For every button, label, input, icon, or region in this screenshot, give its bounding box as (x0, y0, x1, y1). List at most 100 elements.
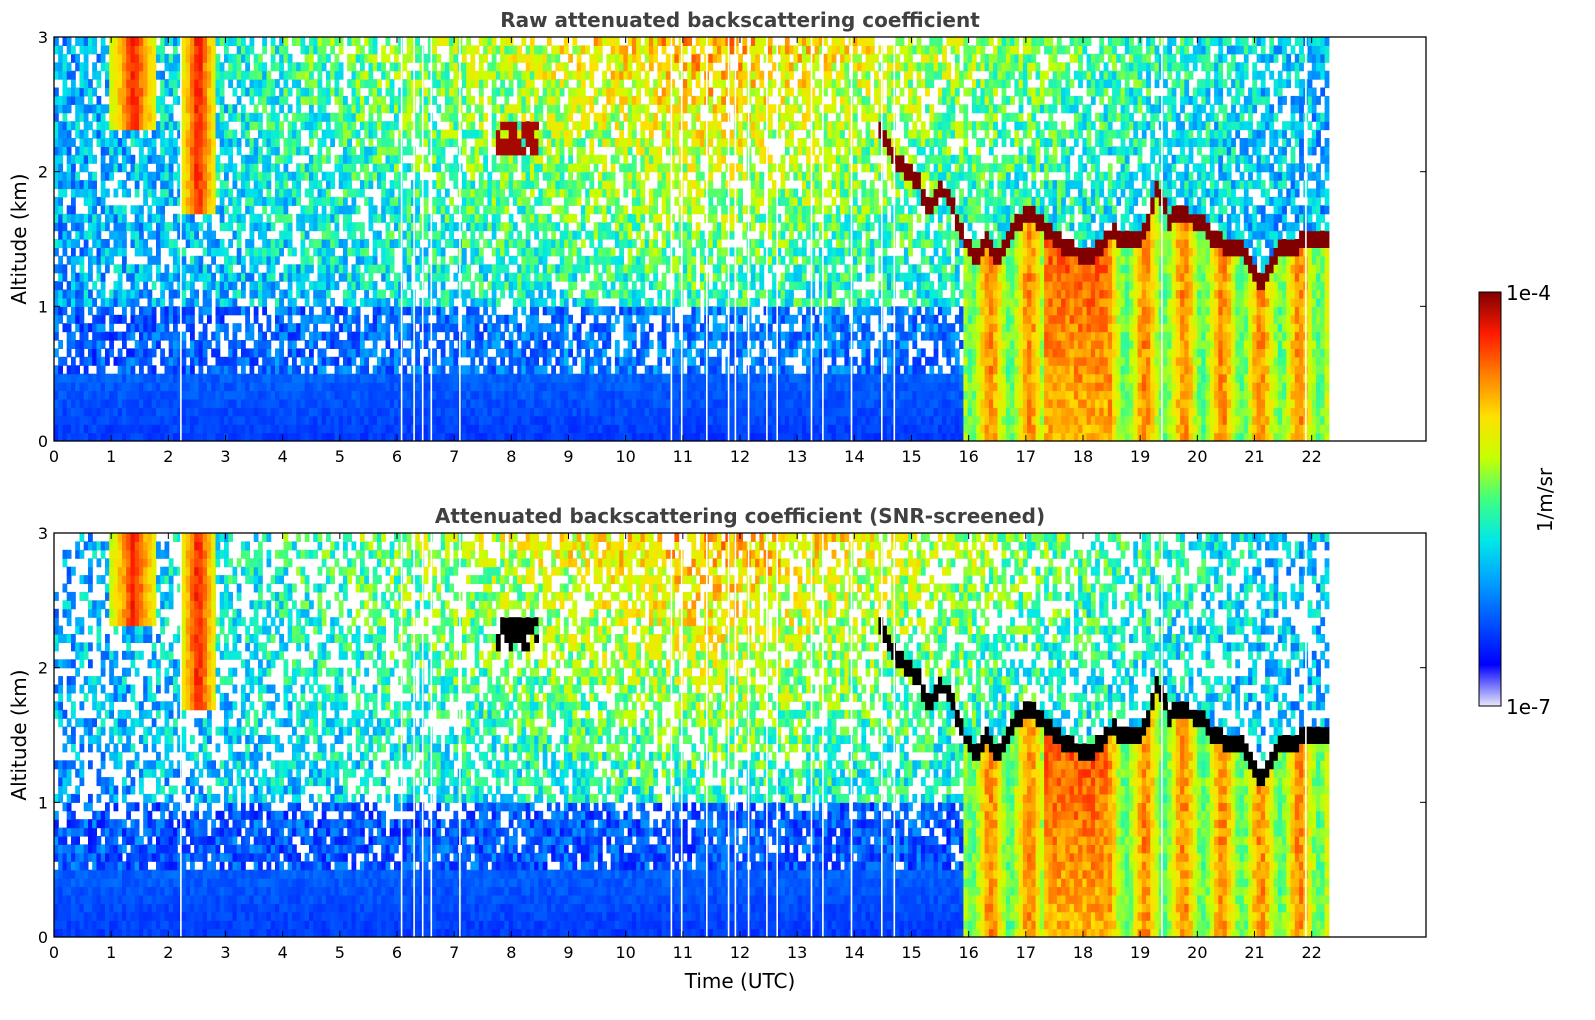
heatmap-cell (483, 264, 488, 274)
heatmap-cell (283, 188, 289, 198)
heatmap-cell (606, 390, 612, 400)
heatmap-cell (606, 264, 612, 274)
heatmap-cell (270, 112, 276, 122)
heatmap-cell (54, 121, 59, 131)
heatmap-cell (338, 62, 344, 72)
heatmap-cell (262, 230, 267, 240)
heatmap-cell (377, 365, 382, 375)
heatmap-cell (602, 348, 607, 358)
heatmap-cell (83, 87, 89, 97)
heatmap-cell (143, 138, 148, 147)
heatmap-cell (585, 121, 590, 131)
heatmap-cell (580, 306, 586, 316)
heatmap-cell (317, 188, 323, 198)
heatmap-cell (466, 45, 471, 55)
heatmap-cell (92, 112, 97, 122)
heatmap-cell (585, 112, 590, 122)
heatmap-cell (551, 331, 556, 341)
heatmap-cell (258, 272, 263, 282)
heatmap-cell (62, 95, 68, 105)
heatmap-cell (232, 272, 238, 282)
heatmap-cell (377, 87, 382, 97)
heatmap-cell (449, 382, 454, 392)
heatmap-cell (300, 264, 306, 274)
heatmap-cell (279, 272, 284, 282)
heatmap-cell (466, 340, 471, 349)
heatmap-cell (542, 306, 548, 316)
heatmap-cell (474, 314, 480, 324)
heatmap-cell (304, 188, 310, 198)
heatmap-cell (224, 382, 229, 392)
heatmap-cell (406, 306, 412, 316)
heatmap-cell (130, 323, 136, 333)
heatmap-cell (568, 213, 573, 223)
heatmap-cell (211, 87, 216, 97)
heatmap-cell (207, 415, 212, 425)
heatmap-cell (283, 373, 289, 383)
heatmap-cell (487, 196, 493, 206)
heatmap-cell (164, 373, 170, 383)
heatmap-cell (406, 264, 412, 274)
heatmap-cell (134, 171, 140, 181)
heatmap-cell (546, 356, 552, 366)
heatmap-cell (207, 239, 212, 248)
heatmap-cell (478, 348, 484, 358)
heatmap-cell (580, 289, 586, 299)
heatmap-cell (402, 213, 408, 223)
heatmap-cell (134, 289, 140, 299)
heatmap-cell (275, 331, 280, 341)
heatmap-cell (381, 348, 386, 358)
heatmap-cell (372, 230, 378, 240)
heatmap-cell (156, 340, 161, 349)
heatmap-cell (491, 398, 497, 408)
heatmap-cell (330, 424, 335, 434)
heatmap-cell (589, 407, 595, 417)
heatmap-cell (66, 205, 72, 215)
heatmap-cell (164, 264, 170, 274)
heatmap-cell (151, 180, 157, 190)
heatmap-cell (194, 356, 199, 366)
heatmap-cell (139, 306, 144, 316)
heatmap-cell (249, 255, 255, 265)
heatmap-cell (436, 87, 442, 97)
heatmap-cell (168, 247, 174, 257)
heatmap-cell (236, 62, 242, 72)
heatmap-cell (296, 415, 301, 425)
heatmap-cell (215, 390, 221, 400)
heatmap-cell (394, 121, 399, 131)
heatmap-cell (109, 70, 114, 80)
heatmap-cell (147, 306, 153, 316)
heatmap-cell (500, 222, 505, 232)
heatmap-cell (440, 222, 446, 232)
heatmap-cell (224, 222, 229, 232)
heatmap-cell (198, 340, 204, 349)
heatmap-cell (113, 37, 119, 46)
heatmap-cell (360, 281, 365, 291)
heatmap-cell (287, 222, 293, 232)
heatmap-cell (534, 398, 539, 408)
heatmap-cell (534, 87, 539, 97)
heatmap-cell (313, 289, 318, 299)
heatmap-cell (381, 138, 386, 147)
heatmap-cell (71, 340, 76, 349)
heatmap-cell (555, 306, 561, 316)
heatmap-cell (245, 382, 250, 392)
heatmap-cell (287, 138, 293, 147)
heatmap-cell (453, 382, 459, 392)
heatmap-cell (79, 180, 85, 190)
heatmap-cell (117, 146, 123, 156)
heatmap-cell (427, 264, 433, 274)
heatmap-cell (495, 87, 501, 97)
heatmap-cell (461, 390, 467, 400)
heatmap-cell (160, 79, 165, 89)
heatmap-cell (495, 104, 501, 114)
heatmap-cell (194, 171, 199, 181)
heatmap-cell (79, 398, 85, 408)
heatmap-cell (538, 104, 544, 114)
heatmap-cell (58, 138, 63, 147)
heatmap-cell (317, 373, 323, 383)
heatmap-cell (563, 180, 569, 190)
heatmap-cell (224, 373, 229, 383)
heatmap-cell (538, 382, 544, 392)
heatmap-cell (304, 95, 310, 105)
